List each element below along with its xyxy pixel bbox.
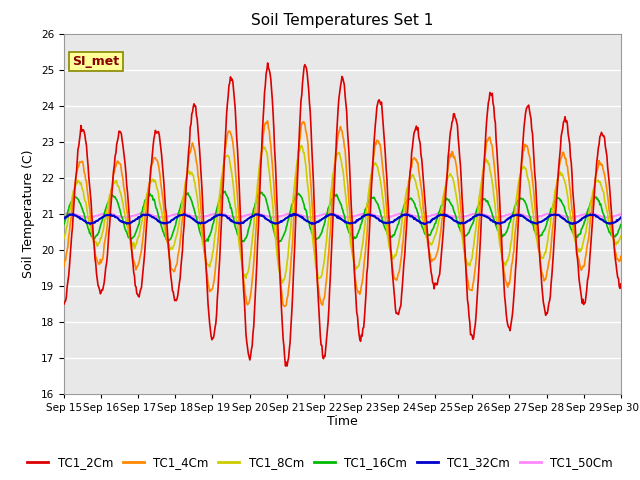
TC1_8Cm: [297, 143, 305, 148]
Line: TC1_50Cm: TC1_50Cm: [64, 213, 621, 217]
TC1_50Cm: [617, 211, 625, 217]
TC1_4Cm: [184, 162, 192, 168]
TC1_8Cm: [278, 280, 286, 286]
TC1_50Cm: [411, 213, 419, 218]
TC1_16Cm: [412, 205, 419, 211]
TC1_32Cm: [289, 211, 297, 217]
Text: SI_met: SI_met: [72, 55, 120, 68]
TC1_2Cm: [412, 126, 419, 132]
Legend: TC1_2Cm, TC1_4Cm, TC1_8Cm, TC1_16Cm, TC1_32Cm, TC1_50Cm: TC1_2Cm, TC1_4Cm, TC1_8Cm, TC1_16Cm, TC1…: [22, 452, 618, 474]
TC1_4Cm: [264, 118, 271, 124]
TC1_4Cm: [127, 247, 135, 252]
TC1_2Cm: [428, 273, 436, 279]
TC1_8Cm: [60, 236, 68, 241]
TC1_16Cm: [184, 190, 192, 196]
TC1_16Cm: [60, 221, 68, 227]
TC1_16Cm: [214, 204, 221, 210]
TC1_50Cm: [128, 214, 136, 219]
TC1_32Cm: [428, 218, 436, 224]
TC1_50Cm: [185, 212, 193, 217]
TC1_50Cm: [60, 211, 68, 216]
TC1_8Cm: [617, 233, 625, 239]
TC1_2Cm: [60, 301, 68, 307]
TC1_50Cm: [86, 215, 93, 220]
TC1_2Cm: [70, 199, 78, 204]
TC1_2Cm: [127, 242, 135, 248]
TC1_2Cm: [617, 281, 625, 287]
TC1_2Cm: [264, 60, 271, 66]
TC1_2Cm: [214, 296, 221, 301]
Line: TC1_32Cm: TC1_32Cm: [64, 214, 621, 224]
TC1_16Cm: [127, 235, 135, 241]
TC1_8Cm: [428, 241, 436, 247]
TC1_32Cm: [70, 213, 78, 218]
TC1_4Cm: [428, 258, 436, 264]
TC1_16Cm: [70, 195, 78, 201]
TC1_32Cm: [411, 215, 419, 221]
TC1_8Cm: [412, 179, 419, 185]
Line: TC1_2Cm: TC1_2Cm: [64, 63, 621, 366]
Line: TC1_16Cm: TC1_16Cm: [64, 192, 621, 242]
TC1_8Cm: [214, 214, 221, 220]
Line: TC1_4Cm: TC1_4Cm: [64, 121, 621, 306]
TC1_8Cm: [70, 187, 78, 192]
TC1_2Cm: [184, 159, 192, 165]
TC1_2Cm: [283, 363, 291, 369]
TC1_32Cm: [421, 221, 429, 227]
TC1_4Cm: [281, 303, 289, 309]
Y-axis label: Soil Temperature (C): Soil Temperature (C): [22, 149, 35, 278]
TC1_4Cm: [60, 264, 68, 269]
TC1_50Cm: [70, 211, 78, 217]
TC1_4Cm: [617, 253, 625, 259]
TC1_32Cm: [214, 213, 221, 218]
Title: Soil Temperatures Set 1: Soil Temperatures Set 1: [252, 13, 433, 28]
Line: TC1_8Cm: TC1_8Cm: [64, 145, 621, 283]
TC1_50Cm: [428, 213, 435, 218]
TC1_16Cm: [221, 189, 229, 194]
TC1_32Cm: [60, 216, 68, 221]
TC1_8Cm: [127, 240, 135, 245]
TC1_4Cm: [214, 245, 221, 251]
TC1_4Cm: [70, 189, 78, 195]
X-axis label: Time: Time: [327, 415, 358, 429]
TC1_16Cm: [617, 222, 625, 228]
TC1_32Cm: [184, 213, 192, 219]
TC1_32Cm: [127, 220, 135, 226]
TC1_50Cm: [474, 210, 482, 216]
TC1_32Cm: [617, 215, 625, 220]
TC1_8Cm: [184, 170, 192, 176]
TC1_4Cm: [412, 157, 419, 163]
TC1_16Cm: [237, 239, 245, 245]
TC1_16Cm: [428, 228, 436, 233]
TC1_50Cm: [214, 211, 222, 216]
